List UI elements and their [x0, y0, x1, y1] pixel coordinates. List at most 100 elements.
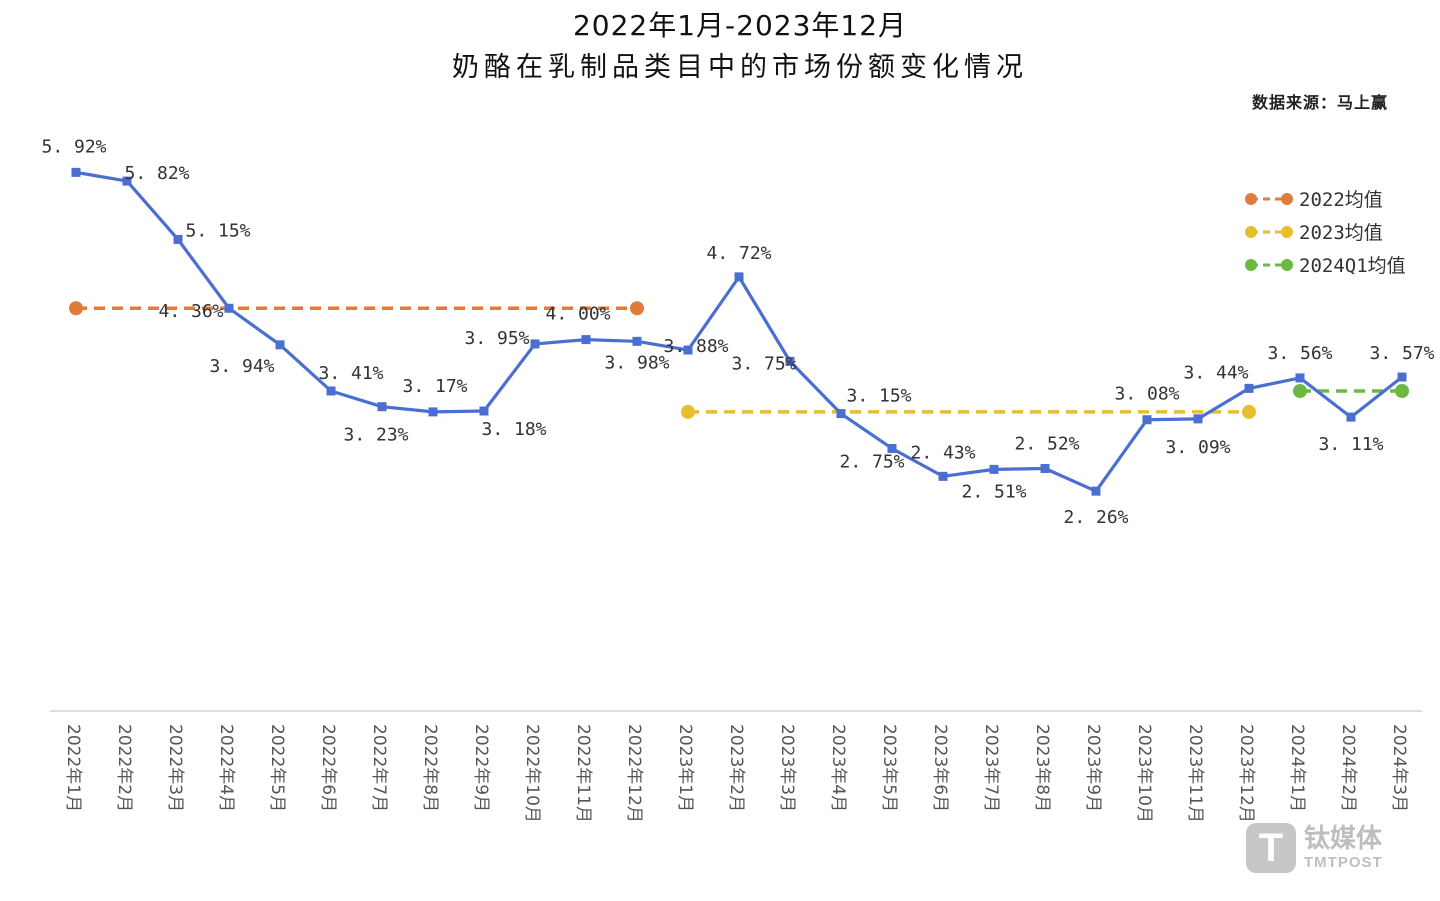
data-point [836, 409, 846, 419]
data-label: 3. 08% [1114, 384, 1179, 405]
x-tick-label: 2023年2月 [726, 724, 746, 812]
x-tick-label: 2022年1月 [63, 724, 83, 812]
data-label: 3. 94% [209, 356, 274, 377]
data-point [122, 176, 132, 186]
data-label: 5. 82% [124, 163, 189, 184]
data-label: 2. 75% [839, 451, 904, 472]
data-point [632, 336, 642, 346]
legend-label-2023: 2023均值 [1299, 222, 1383, 244]
legend-label-2022: 2022均值 [1299, 189, 1383, 211]
data-point [887, 443, 897, 453]
average-marker [1395, 383, 1409, 398]
x-tick-label: 2022年4月 [216, 724, 236, 812]
data-point [989, 464, 999, 474]
x-tick-label: 2023年9月 [1083, 724, 1103, 812]
data-point [173, 234, 183, 244]
chart-title-line1: 2022年1月-2023年12月 [572, 9, 908, 42]
x-tick-label: 2022年3月 [165, 724, 185, 812]
x-tick-label: 2023年8月 [1032, 724, 1052, 812]
data-label: 3. 98% [604, 352, 669, 373]
x-tick-label: 2022年12月 [624, 724, 644, 823]
x-tick-label: 2023年3月 [777, 724, 797, 812]
watermark-cn: 钛媒体 [1304, 824, 1383, 854]
data-label: 3. 17% [402, 376, 467, 397]
data-point [377, 402, 387, 412]
data-point [275, 340, 285, 350]
legend-marker-2023 [1245, 225, 1293, 238]
average-marker [69, 301, 83, 316]
data-label: 3. 23% [343, 425, 408, 446]
data-label: 2. 51% [961, 481, 1026, 502]
data-point [734, 272, 744, 282]
x-tick-label: 2022年7月 [369, 724, 389, 812]
x-tick-label: 2023年6月 [930, 724, 950, 812]
average-marker [630, 301, 644, 316]
legend-label-2024q1: 2024Q1均值 [1299, 255, 1406, 277]
data-point [71, 167, 81, 177]
chart-title: 2022年1月-2023年12月 奶酪在乳制品类目中的市场份额变化情况 [0, 6, 1440, 90]
x-tick-label: 2023年11月 [1185, 724, 1205, 823]
data-point [1397, 372, 1407, 382]
average-marker [1242, 404, 1256, 419]
data-point [683, 345, 693, 355]
x-tick-label: 2023年7月 [981, 724, 1001, 812]
data-label: 5. 15% [185, 220, 250, 241]
x-tick-label: 2022年11月 [573, 724, 593, 823]
data-point [581, 335, 591, 345]
chart-legend: 2022均值 2023均值 2024Q1均值 [1245, 182, 1406, 281]
data-label: 2. 43% [910, 442, 975, 463]
data-label: 4. 00% [545, 304, 610, 325]
data-point [479, 406, 489, 416]
x-tick-label: 2023年10月 [1134, 724, 1154, 823]
data-label: 3. 15% [846, 386, 911, 407]
data-label: 2. 26% [1063, 507, 1128, 528]
data-point [1295, 373, 1305, 383]
legend-item-2022: 2022均值 [1245, 182, 1406, 215]
data-point [224, 303, 234, 313]
data-label: 3. 41% [318, 363, 383, 384]
x-tick-label: 2024年2月 [1338, 724, 1358, 812]
tmtpost-logo-icon: T [1246, 823, 1296, 873]
data-label: 4. 72% [706, 243, 771, 264]
tmtpost-watermark: T 钛媒体 TMTPOST [1246, 823, 1383, 873]
data-source-label: 数据来源：马上赢 [1251, 93, 1388, 112]
data-label: 3. 57% [1369, 343, 1434, 364]
data-point [1244, 383, 1254, 393]
data-label: 3. 75% [731, 353, 796, 374]
data-label: 3. 95% [464, 328, 529, 349]
data-label: 2. 52% [1014, 434, 1079, 455]
data-label: 3. 11% [1318, 434, 1383, 455]
data-point [428, 407, 438, 417]
data-label: 3. 18% [481, 419, 546, 440]
data-point [938, 471, 948, 481]
data-point [785, 356, 795, 366]
data-point [1091, 486, 1101, 496]
x-tick-label: 2022年10月 [522, 724, 542, 823]
x-tick-label: 2022年9月 [471, 724, 491, 812]
data-point [1040, 464, 1050, 474]
data-label: 3. 09% [1165, 437, 1230, 458]
x-tick-label: 2023年5月 [879, 724, 899, 812]
data-label: 3. 56% [1267, 343, 1332, 364]
legend-item-2023: 2023均值 [1245, 215, 1406, 248]
data-point [530, 339, 540, 349]
data-label: 4. 36% [158, 301, 223, 322]
data-point [1346, 412, 1356, 422]
legend-marker-2024q1 [1245, 258, 1293, 271]
data-label: 3. 44% [1183, 362, 1248, 383]
data-point [1193, 414, 1203, 424]
legend-marker-2022 [1245, 192, 1293, 205]
average-marker [1293, 383, 1307, 398]
data-label: 3. 88% [663, 336, 728, 357]
x-tick-label: 2022年8月 [420, 724, 440, 812]
legend-item-2024q1: 2024Q1均值 [1245, 248, 1406, 281]
x-tick-label: 2023年1月 [675, 724, 695, 812]
data-label: 5. 92% [41, 136, 106, 157]
x-tick-label: 2023年4月 [828, 724, 848, 812]
x-tick-label: 2023年12月 [1236, 724, 1256, 823]
x-tick-label: 2022年6月 [318, 724, 338, 812]
x-tick-label: 2024年1月 [1287, 724, 1307, 812]
data-point [1142, 415, 1152, 425]
x-tick-label: 2022年2月 [114, 724, 134, 812]
